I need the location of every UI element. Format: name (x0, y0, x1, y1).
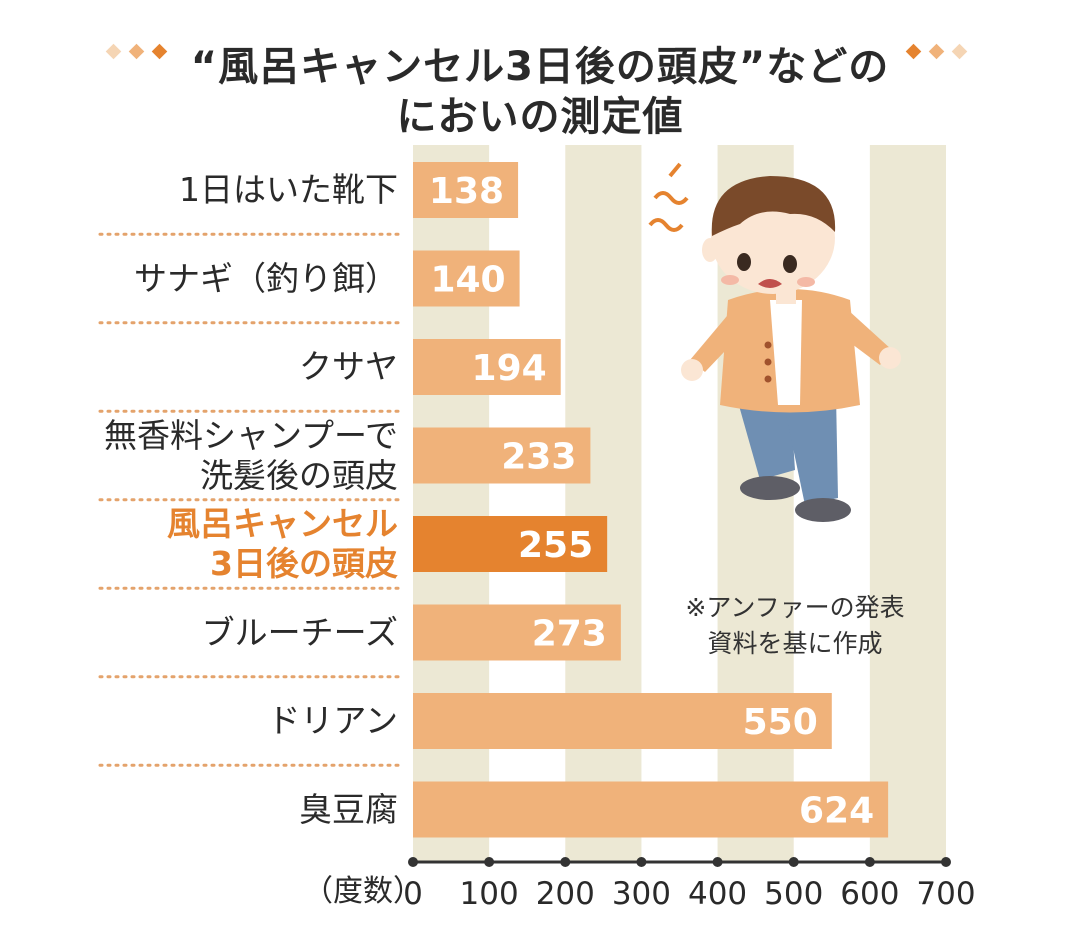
bar (413, 162, 519, 218)
category-label: 臭豆腐 (299, 789, 398, 829)
bar-value-label: 255 (518, 525, 593, 566)
x-axis-tick (941, 857, 951, 867)
bar (413, 604, 621, 661)
x-axis-tick (712, 857, 723, 867)
bar-value-label: 140 (430, 260, 505, 301)
category-label: 風呂キャンセル 3日後の頭皮 (167, 504, 398, 583)
bar-value-label: 138 (429, 171, 504, 212)
x-axis-tick-label: 100 (460, 876, 519, 912)
x-axis-tick-label: 200 (536, 876, 595, 912)
worried-boy-illustration (648, 162, 901, 522)
x-axis-tick-label: 400 (688, 876, 747, 912)
category-label: 1日はいた靴下 (179, 170, 398, 209)
chart-title-line1: “風呂キャンセル3日後の頭皮”などの (190, 44, 890, 90)
source-note: ※アンファーの発表 資料を基に作成 (685, 593, 905, 658)
bar (413, 427, 591, 484)
chart-title-line2: においの測定値 (396, 94, 684, 140)
x-axis-tick-label: 300 (612, 876, 671, 912)
category-label: ブルーチーズ (201, 612, 398, 652)
category-label: クサヤ (299, 347, 398, 386)
x-axis-tick (788, 857, 799, 867)
bar (413, 339, 561, 395)
bar-value-label: 233 (501, 437, 576, 478)
category-dividers (98, 232, 402, 767)
bar-value-label: 273 (532, 614, 607, 655)
x-axis-tick (484, 857, 495, 867)
x-axis-tick (408, 857, 418, 867)
x-axis-tick (864, 857, 875, 867)
x-axis-unit-label: （度数） (303, 874, 423, 909)
bar (413, 516, 608, 572)
bar (413, 781, 889, 838)
bar-value-label: 550 (743, 702, 818, 743)
bar (413, 250, 520, 307)
bar (413, 693, 832, 749)
x-axis-tick-label: 700 (916, 876, 975, 912)
grid-band (869, 145, 946, 862)
x-axis: 0 100 200 300 400 500 600 700 (403, 857, 976, 912)
x-axis-tick-label: 0 (403, 876, 423, 912)
x-axis-tick (636, 857, 647, 867)
x-axis-tick-label: 500 (764, 876, 823, 912)
bar-value-label: 194 (472, 348, 547, 389)
category-label: 無香料シャンプーで 洗髪後の頭皮 (103, 415, 398, 495)
x-axis-tick (560, 857, 571, 867)
x-axis-tick-label: 600 (840, 876, 899, 912)
category-label: サナギ（釣り餌） (134, 258, 398, 298)
grid-band (565, 145, 642, 862)
bar-value-label: 624 (799, 791, 874, 832)
category-label: ドリアン (267, 701, 398, 740)
bars: 138 140 194 233 255 273 550 624 (413, 162, 889, 838)
